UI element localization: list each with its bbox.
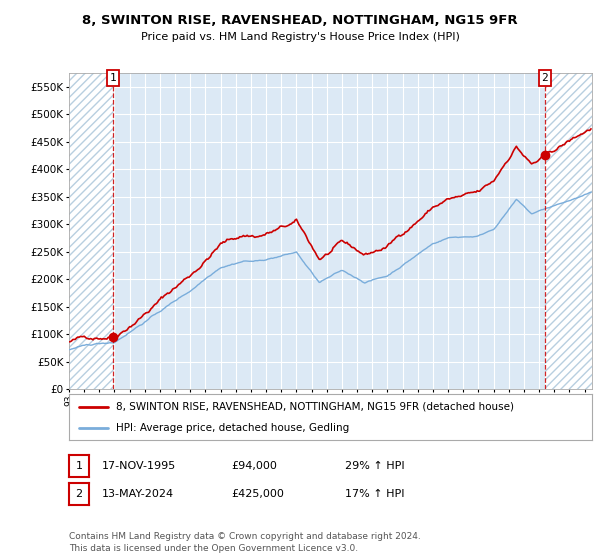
Text: £425,000: £425,000 — [231, 489, 284, 499]
Text: 8, SWINTON RISE, RAVENSHEAD, NOTTINGHAM, NG15 9FR (detached house): 8, SWINTON RISE, RAVENSHEAD, NOTTINGHAM,… — [116, 402, 514, 412]
Text: 2: 2 — [541, 73, 548, 83]
Text: 17% ↑ HPI: 17% ↑ HPI — [345, 489, 404, 499]
Text: Price paid vs. HM Land Registry's House Price Index (HPI): Price paid vs. HM Land Registry's House … — [140, 32, 460, 43]
Bar — [69, 73, 113, 389]
Text: 2: 2 — [76, 489, 82, 499]
Text: 8, SWINTON RISE, RAVENSHEAD, NOTTINGHAM, NG15 9FR: 8, SWINTON RISE, RAVENSHEAD, NOTTINGHAM,… — [82, 14, 518, 27]
Text: 17-NOV-1995: 17-NOV-1995 — [102, 461, 176, 471]
Text: HPI: Average price, detached house, Gedling: HPI: Average price, detached house, Gedl… — [116, 423, 349, 433]
Text: Contains HM Land Registry data © Crown copyright and database right 2024.
This d: Contains HM Land Registry data © Crown c… — [69, 533, 421, 553]
Text: 13-MAY-2024: 13-MAY-2024 — [102, 489, 174, 499]
Bar — [545, 73, 592, 389]
Text: 1: 1 — [76, 461, 82, 471]
Text: £94,000: £94,000 — [231, 461, 277, 471]
Text: 29% ↑ HPI: 29% ↑ HPI — [345, 461, 404, 471]
Text: 1: 1 — [109, 73, 116, 83]
